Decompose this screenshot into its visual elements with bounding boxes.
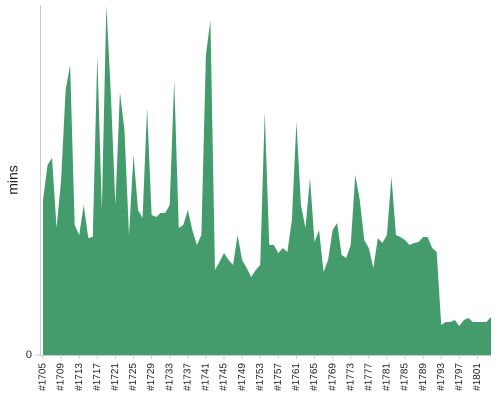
x-tick-label: #1717 bbox=[92, 363, 103, 391]
area bbox=[43, 5, 491, 355]
x-tick-label: #1741 bbox=[201, 363, 212, 391]
x-tick-label: #1761 bbox=[291, 363, 302, 391]
x-tick-label: #1721 bbox=[110, 363, 121, 391]
x-tick-label: #1753 bbox=[255, 363, 266, 391]
x-tick-label: #1713 bbox=[74, 363, 85, 391]
x-tick-label: #1733 bbox=[164, 363, 175, 391]
x-tick-label: #1737 bbox=[182, 363, 193, 391]
x-tick-label: #1705 bbox=[38, 363, 49, 391]
x-tick-label: #1745 bbox=[219, 363, 230, 391]
x-tick-label: #1789 bbox=[418, 363, 429, 391]
x-tick-label: #1709 bbox=[56, 363, 67, 391]
x-tick-label: #1797 bbox=[454, 363, 465, 391]
x-tick-label: #1777 bbox=[363, 363, 374, 391]
y-axis-label: mins bbox=[5, 165, 21, 195]
x-tick-label: #1781 bbox=[382, 363, 393, 391]
x-tick-label: #1801 bbox=[472, 363, 483, 391]
x-tick-label: #1749 bbox=[237, 363, 248, 391]
x-tick-label: #1757 bbox=[273, 363, 284, 391]
x-tick-label: #1769 bbox=[327, 363, 338, 391]
x-tick-label: #1793 bbox=[436, 363, 447, 391]
x-tick-label: #1765 bbox=[309, 363, 320, 391]
x-tick-label: #1729 bbox=[146, 363, 157, 391]
x-tick-label: #1725 bbox=[128, 363, 139, 391]
x-tick-label: #1773 bbox=[345, 363, 356, 391]
y-tick-label: 0 bbox=[26, 349, 32, 361]
x-tick-label: #1785 bbox=[400, 363, 411, 391]
